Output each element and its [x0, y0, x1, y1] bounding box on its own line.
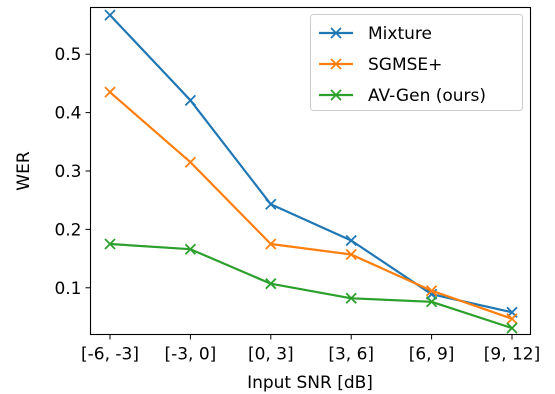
series-line — [109, 91, 513, 320]
legend-marker — [330, 89, 342, 101]
y-axis: 0.1 0.2 0.3 0.4 0.5 — [54, 45, 91, 299]
x-tick-label: [6, 9] — [409, 345, 455, 365]
legend-entry-label: Mixture — [368, 24, 432, 44]
data-point — [104, 86, 116, 98]
data-point — [345, 292, 357, 304]
legend-box — [310, 14, 523, 111]
data-point — [265, 238, 277, 250]
data-point — [104, 9, 116, 21]
data-point — [425, 296, 438, 308]
data-point — [265, 198, 277, 210]
data-point — [506, 322, 518, 334]
x-axis-title: Input SNR [dB] — [247, 373, 373, 393]
data-point — [345, 234, 357, 247]
x-tick-label: [-3, 0] — [164, 345, 216, 365]
y-tick-label: 0.1 — [54, 279, 81, 299]
data-point — [184, 94, 197, 106]
data-point — [425, 285, 438, 297]
plot-area — [104, 9, 518, 334]
y-tick-label: 0.4 — [54, 104, 81, 124]
x-tick-label: [9, 12] — [484, 345, 541, 365]
data-point — [104, 238, 116, 250]
data-point — [345, 248, 357, 261]
data-point — [184, 243, 197, 255]
data-point — [265, 278, 277, 290]
data-point — [506, 313, 518, 325]
x-tick-label: [3, 6] — [328, 345, 374, 365]
legend-marker — [330, 58, 342, 70]
series-line — [109, 242, 513, 330]
x-tick-label: [0, 3] — [248, 345, 294, 365]
series-line — [109, 14, 513, 314]
legend-entry-label: SGMSE+ — [368, 55, 442, 75]
y-tick-label: 0.3 — [54, 162, 81, 182]
data-point — [184, 156, 197, 168]
legend: Mixture SGMSE+ AV-Gen (ours) — [310, 14, 523, 111]
legend-entry-label: AV-Gen (ours) — [368, 86, 486, 106]
y-tick-label: 0.2 — [54, 220, 81, 240]
x-axis: [-6, -3] [-3, 0] [0, 3] [3, 6] [6, 9] [9, 12] — [81, 334, 541, 365]
y-axis-title: WER — [14, 151, 34, 191]
legend-marker — [330, 27, 342, 39]
y-tick-label: 0.5 — [54, 45, 81, 65]
x-tick-label: [-6, -3] — [81, 345, 139, 365]
